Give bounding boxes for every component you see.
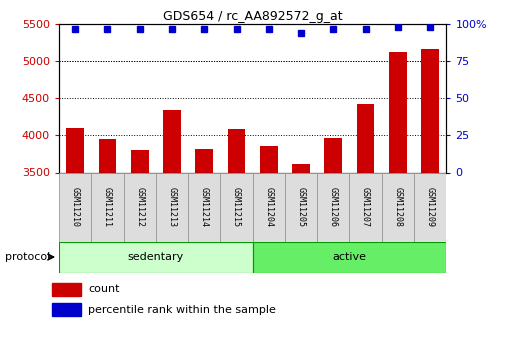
Bar <box>382 172 414 242</box>
Bar <box>52 283 81 296</box>
Text: GSM11207: GSM11207 <box>361 187 370 227</box>
Bar <box>260 146 278 345</box>
Text: GSM11209: GSM11209 <box>426 187 435 227</box>
Bar <box>221 172 252 242</box>
Text: active: active <box>332 252 366 262</box>
Text: percentile rank within the sample: percentile rank within the sample <box>88 305 276 315</box>
Bar <box>285 172 317 242</box>
Bar <box>357 104 374 345</box>
Bar <box>66 128 84 345</box>
Bar <box>252 172 285 242</box>
Text: GSM11212: GSM11212 <box>135 187 144 227</box>
Bar <box>292 164 310 345</box>
Text: GSM11215: GSM11215 <box>232 187 241 227</box>
Bar <box>421 49 439 345</box>
Bar <box>252 241 446 273</box>
Text: GSM11205: GSM11205 <box>297 187 306 227</box>
Bar <box>59 241 252 273</box>
Bar <box>163 110 181 345</box>
Bar <box>228 129 245 345</box>
Bar <box>124 172 156 242</box>
Bar <box>324 138 342 345</box>
Title: GDS654 / rc_AA892572_g_at: GDS654 / rc_AA892572_g_at <box>163 10 343 23</box>
Text: GSM11206: GSM11206 <box>329 187 338 227</box>
Bar <box>188 172 221 242</box>
Text: protocol: protocol <box>5 252 50 262</box>
Text: GSM11214: GSM11214 <box>200 187 209 227</box>
Bar <box>131 150 149 345</box>
Text: GSM11211: GSM11211 <box>103 187 112 227</box>
Bar <box>59 172 91 242</box>
Text: GSM11204: GSM11204 <box>264 187 273 227</box>
Bar <box>91 172 124 242</box>
Bar <box>156 172 188 242</box>
Bar <box>349 172 382 242</box>
Bar <box>195 149 213 345</box>
Bar <box>414 172 446 242</box>
Text: GSM11208: GSM11208 <box>393 187 402 227</box>
Text: GSM11213: GSM11213 <box>167 187 176 227</box>
Bar <box>389 52 407 345</box>
Text: sedentary: sedentary <box>128 252 184 262</box>
Bar <box>317 172 349 242</box>
Bar <box>52 303 81 316</box>
Text: GSM11210: GSM11210 <box>71 187 80 227</box>
Text: count: count <box>88 285 120 294</box>
Bar <box>98 139 116 345</box>
